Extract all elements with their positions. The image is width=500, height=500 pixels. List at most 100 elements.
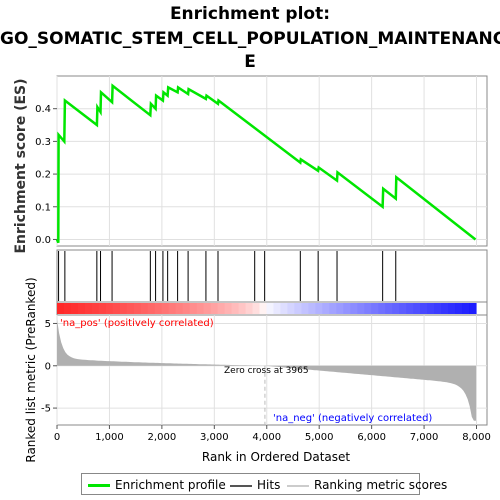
legend-swatch-hits: [230, 484, 252, 487]
color-bar-segment: [399, 303, 407, 314]
color-bar-segment: [63, 303, 72, 314]
color-bar-segment: [147, 303, 156, 314]
legend-item-hits: Hits: [230, 478, 280, 492]
es-panel: [56, 75, 488, 247]
color-bar-segment: [427, 303, 435, 314]
x-tick-label: 1,000: [95, 432, 124, 443]
color-bar-segment: [301, 303, 309, 314]
legend-label-metric: Ranking metric scores: [314, 478, 448, 492]
ranking-metric-area: [57, 319, 476, 421]
x-tick-label: 6,000: [357, 432, 386, 443]
color-bar-segment: [203, 303, 212, 314]
color-bar-segment: [70, 303, 79, 314]
chart-title-line-3: E: [244, 52, 256, 72]
color-bar-segment: [448, 303, 456, 314]
color-bar-segment: [252, 303, 261, 314]
na-pos-label: 'na_pos' (positively correlated): [60, 318, 214, 329]
color-bar-segment: [77, 303, 86, 314]
color-bar-segment: [322, 303, 330, 314]
legend-swatch-metric: [287, 484, 309, 487]
es-tick-label: 0.4: [35, 104, 51, 115]
color-bar-segment: [315, 303, 323, 314]
es-tick-label: 0.0: [35, 235, 51, 246]
color-bar-segment: [469, 303, 477, 314]
color-bar-segment: [455, 303, 463, 314]
x-tick-label: 7,000: [410, 432, 439, 443]
color-bar-segment: [133, 303, 142, 314]
legend-swatch-profile: [88, 484, 110, 487]
color-bar-segment: [294, 303, 303, 314]
legend-item-profile: Enrichment profile: [88, 478, 226, 492]
metric-tick-label: 0: [45, 361, 51, 372]
color-bar-segment: [280, 303, 289, 314]
color-bar-segment: [392, 303, 400, 314]
color-bar-segment: [231, 303, 240, 314]
color-bar-segment: [378, 303, 386, 314]
es-tick-label: 0.2: [35, 170, 51, 181]
color-bar-segment: [140, 303, 149, 314]
color-bar-segment: [84, 303, 93, 314]
color-bar-segment: [105, 303, 114, 314]
na-neg-label: 'na_neg' (negatively correlated): [273, 413, 432, 424]
color-bar-segment: [266, 303, 275, 314]
color-bar-segment: [357, 303, 365, 314]
x-tick-label: 0: [54, 432, 60, 443]
color-bar-segment: [57, 303, 65, 314]
color-bar-segment: [434, 303, 442, 314]
color-bar-segment: [385, 303, 393, 314]
x-tick-label: 3,000: [200, 432, 229, 443]
color-bar-segment: [350, 303, 358, 314]
color-bar-segment: [217, 303, 226, 314]
es-y-axis-label: Enrichment score (ES): [13, 78, 29, 253]
color-bar-segment: [273, 303, 282, 314]
color-bar-segment: [238, 303, 247, 314]
color-bar-segment: [112, 303, 121, 314]
chart-title-line-2: GO_SOMATIC_STEM_CELL_POPULATION_MAINTENA…: [0, 29, 500, 49]
color-bar-segment: [364, 303, 372, 314]
color-bar-segment: [91, 303, 100, 314]
color-bar-segment: [336, 303, 344, 314]
color-bar-segment: [441, 303, 449, 314]
x-tick-label: 4,000: [252, 432, 281, 443]
color-bar-segment: [175, 303, 184, 314]
color-bar-segment: [98, 303, 107, 314]
color-bar-segment: [126, 303, 135, 314]
x-tick-label: 8,000: [462, 432, 491, 443]
color-bar-segment: [161, 303, 170, 314]
color-bar-segment: [210, 303, 219, 314]
zero-cross-label: Zero cross at 3965: [224, 366, 309, 376]
color-bar-segment: [245, 303, 254, 314]
legend-item-metric: Ranking metric scores: [287, 478, 447, 492]
metric-tick-label: -5: [41, 404, 51, 415]
color-bar-segment: [343, 303, 351, 314]
legend-label-hits: Hits: [257, 478, 281, 492]
color-bar-segment: [259, 303, 268, 314]
metric-tick-label: 5: [45, 319, 51, 330]
hits-panel: [56, 249, 488, 303]
es-tick-label: 0.3: [35, 137, 51, 148]
color-bar-segment: [413, 303, 421, 314]
color-bar-segment: [371, 303, 379, 314]
x-tick-label: 5,000: [305, 432, 334, 443]
color-bar-segment: [462, 303, 470, 314]
color-bar-segment: [308, 303, 316, 314]
chart-title-line-1: Enrichment plot:: [169, 4, 331, 24]
legend-label-profile: Enrichment profile: [115, 478, 226, 492]
color-bar-segment: [168, 303, 177, 314]
color-bar-segment: [406, 303, 414, 314]
color-bar-segment: [224, 303, 233, 314]
es-tick-label: 0.1: [35, 202, 51, 213]
color-bar-segment: [329, 303, 337, 314]
color-bar-segment: [182, 303, 191, 314]
color-bar-segment: [287, 303, 296, 314]
color-bar-segment: [119, 303, 128, 314]
color-bar-segment: [196, 303, 205, 314]
metric-y-axis-label: Ranked list metric (PreRanked): [24, 277, 38, 462]
color-bar-segment: [154, 303, 163, 314]
color-bar-segment: [189, 303, 198, 314]
enrichment-profile-line: [55, 83, 477, 244]
x-tick-label: 2,000: [148, 432, 177, 443]
color-bar-segment: [420, 303, 428, 314]
legend: Enrichment profile Hits Ranking metric s…: [81, 473, 447, 495]
x-axis-label: Rank in Ordered Dataset: [202, 450, 350, 464]
